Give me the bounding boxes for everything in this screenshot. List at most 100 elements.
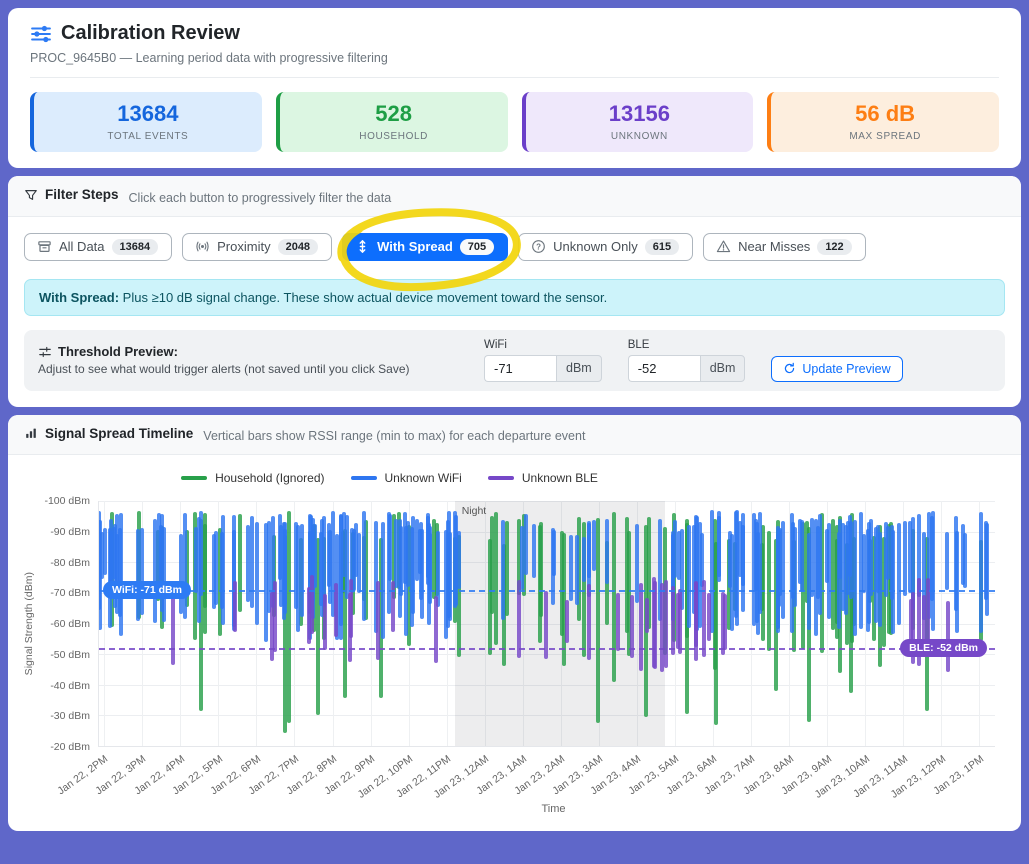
wifi-unit-suffix: dBm	[556, 354, 602, 382]
wifi-range-bar	[848, 520, 853, 600]
y-tick-label: -50 dBm	[50, 648, 90, 661]
wifi-range-bar	[443, 530, 448, 639]
wifi-range-bar	[452, 511, 457, 608]
with-spread-button[interactable]: With Spread 705	[342, 232, 509, 261]
ble-range-bar	[433, 595, 438, 663]
ble-label: BLE	[627, 338, 650, 351]
all-data-button[interactable]: All Data 13684	[24, 232, 173, 261]
h-gridline	[99, 715, 995, 717]
ble-range-bar	[334, 583, 339, 637]
legend-label: Unknown WiFi	[384, 471, 462, 485]
plot-area[interactable]: Night WiFi: -71 dBm BLE: -52 dBm	[98, 501, 995, 747]
wifi-range-bar	[716, 516, 721, 577]
wifi-range-bar	[733, 510, 738, 618]
filter-count-badge: 122	[817, 238, 852, 255]
v-gridline	[826, 501, 828, 746]
wifi-range-bar	[115, 513, 120, 591]
wifi-range-bar	[878, 531, 883, 627]
info-banner-bold: With Spread:	[39, 289, 120, 305]
wifi-range-bar	[179, 534, 184, 614]
ble-range-bar	[306, 586, 311, 644]
ble-unit-suffix: dBm	[699, 354, 746, 382]
x-axis-title: Time	[541, 803, 566, 815]
y-tick-label: -80 dBm	[50, 556, 90, 569]
wifi-range-bar	[352, 528, 357, 592]
chart-body: Household (Ignored) Unknown WiFi Unknown…	[8, 455, 1021, 831]
household-range-bar	[203, 513, 208, 608]
wifi-range-bar	[911, 517, 916, 611]
v-gridline	[370, 501, 372, 746]
with-spread-info-banner: With Spread: Plus ≥10 dB signal change. …	[24, 278, 1005, 316]
v-gridline	[788, 501, 790, 746]
wifi-range-bar	[532, 524, 537, 579]
y-tick-label: -60 dBm	[50, 618, 90, 630]
h-gridline	[99, 562, 995, 564]
household-range-bar	[217, 528, 222, 636]
wifi-range-bar	[350, 528, 355, 594]
wifi-range-bar	[800, 520, 805, 593]
y-axis-labels: -100 dBm -90 dBm -80 dBm -70 dBm -60 dBm -50 …	[38, 495, 98, 753]
wifi-range-bar	[837, 532, 842, 629]
wifi-range-bar	[402, 512, 407, 584]
legend-swatch	[350, 476, 377, 480]
wifi-range-bar	[117, 528, 122, 618]
near-misses-button[interactable]: Near Misses 122	[703, 232, 866, 261]
filter-steps-card: Filter Steps Click each button to progre…	[8, 176, 1021, 407]
legend-item-unknown-wifi[interactable]: Unknown WiFi	[350, 471, 462, 485]
wifi-range-bar	[344, 514, 349, 600]
ble-range-bar	[310, 574, 315, 635]
wifi-threshold-input[interactable]	[484, 354, 556, 382]
ble-range-bar	[272, 580, 277, 653]
ble-range-bar	[945, 600, 950, 672]
wifi-range-bar	[435, 530, 440, 607]
ble-range-bar	[909, 599, 914, 654]
ble-range-bar	[911, 592, 916, 664]
legend-item-unknown-ble[interactable]: Unknown BLE	[487, 471, 598, 485]
stat-max-spread: 56 dB MAX SPREAD	[767, 92, 999, 152]
household-range-bar	[627, 531, 632, 656]
wifi-range-bar	[319, 519, 324, 618]
legend-item-household[interactable]: Household (Ignored)	[181, 471, 325, 485]
wifi-range-bar	[903, 520, 908, 596]
filter-steps-title-wrap: Filter Steps	[24, 187, 119, 202]
sliders-icon	[31, 25, 51, 42]
household-range-bar	[489, 515, 494, 615]
filter-button-label: With Spread	[377, 239, 453, 254]
title-row: Calibration Review	[30, 22, 999, 45]
wifi-range-bar	[418, 529, 423, 575]
wifi-range-bar	[604, 518, 609, 584]
ble-range-bar	[653, 581, 658, 669]
proximity-button[interactable]: Proximity 2048	[182, 232, 333, 261]
update-preview-button[interactable]: Update Preview	[771, 355, 903, 382]
filter-steps-header: Filter Steps Click each button to progre…	[8, 176, 1021, 217]
wifi-range-bar	[697, 522, 702, 628]
x-axis-labels: Jan 22, 2PM Jan 22, 3PM Jan 22, 4PM Jan 22,…	[56, 747, 995, 803]
arrows-vertical-icon	[359, 240, 366, 253]
stats-row: 13684 TOTAL EVENTS 528 HOUSEHOLD 13156 U…	[30, 92, 999, 152]
threshold-subtitle: Adjust to see what would trigger alerts …	[38, 362, 410, 376]
ble-range-bar	[630, 595, 635, 658]
wifi-range-bar	[552, 530, 557, 576]
wifi-range-bar	[406, 521, 411, 587]
ble-threshold-input[interactable]	[627, 354, 700, 382]
ble-range-bar	[232, 580, 237, 632]
wifi-range-bar	[214, 530, 219, 606]
ble-range-bar	[707, 593, 712, 641]
filter-button-label: Near Misses	[738, 239, 811, 254]
wifi-range-bar	[962, 533, 967, 589]
household-range-bar	[432, 518, 437, 599]
wifi-range-bar	[281, 522, 286, 621]
wifi-range-bar	[587, 523, 592, 578]
household-range-bar	[487, 539, 492, 655]
ble-range-bar	[587, 584, 592, 660]
filter-button-label: Unknown Only	[553, 239, 638, 254]
wifi-range-bar	[425, 515, 430, 585]
wifi-range-bar	[687, 525, 692, 629]
wifi-range-bar	[979, 511, 984, 633]
wifi-range-bar	[341, 512, 346, 577]
unknown-only-button[interactable]: ? Unknown Only 615	[518, 232, 694, 261]
bar-chart-icon	[26, 428, 36, 438]
wifi-range-bar	[840, 522, 845, 612]
household-range-bar	[494, 511, 499, 645]
v-gridline	[484, 501, 486, 746]
